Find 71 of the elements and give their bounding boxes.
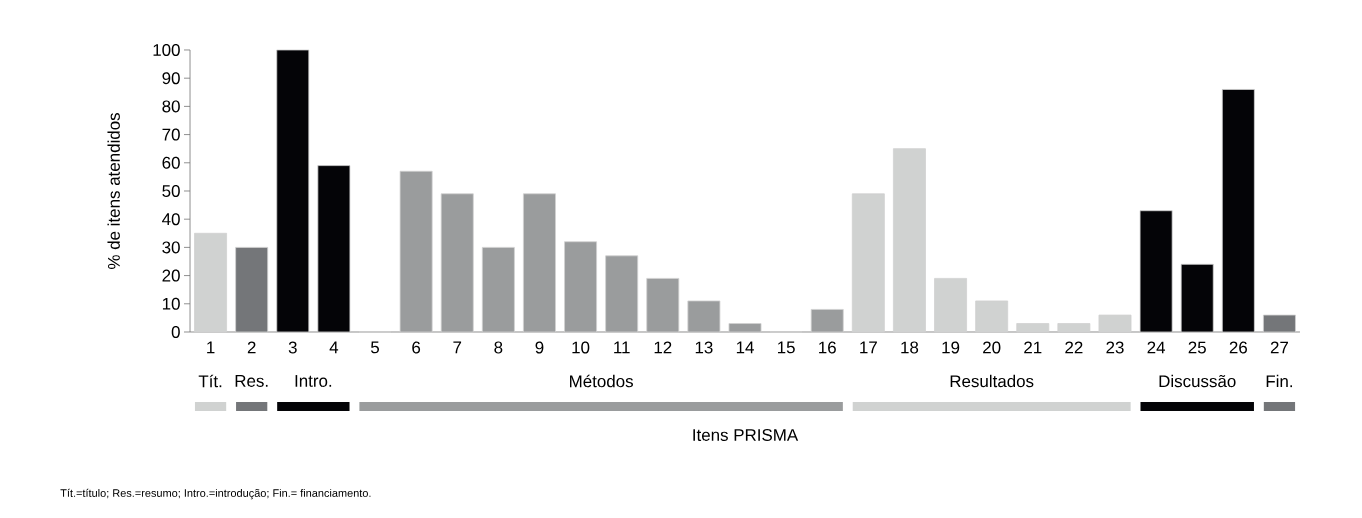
x-tick-label: 11 [614, 341, 630, 354]
x-tick-label: 17 [860, 341, 877, 354]
x-tick-label: 10 [572, 341, 590, 354]
x-tick-label: 23 [1106, 341, 1124, 354]
x-tick-label: 19 [942, 341, 960, 354]
bar [1098, 314, 1132, 333]
x-tick-label: 12 [654, 341, 672, 354]
x-tick-label: 16 [819, 341, 836, 354]
y-axis-title: % de itens atendidos [107, 113, 120, 269]
bar [728, 323, 762, 333]
bar [893, 148, 926, 333]
bar [810, 309, 844, 333]
x-axis-title: Itens PRISMA [693, 428, 799, 441]
x-tick-label: 2 [247, 341, 256, 354]
text: Tít. [198, 374, 222, 388]
x-tick-label: 25 [1188, 341, 1206, 354]
bar [564, 241, 597, 333]
text: Tít.=título; Res.=resumo; Intro.=introdução; Fin.= financiamento. [60, 488, 371, 500]
x-tick-label: 14 [736, 341, 754, 354]
x-tick-label: 26 [1229, 341, 1247, 354]
bar [646, 278, 680, 333]
text: Fin. [1266, 374, 1292, 388]
bar [934, 278, 967, 333]
y-tick-label: 10 [162, 297, 180, 310]
x-tick-label: 6 [412, 341, 421, 354]
y-tick-label: 0 [171, 325, 180, 338]
x-tick-label: 24 [1147, 341, 1166, 354]
bar [440, 193, 474, 333]
text: Resultados [950, 374, 1034, 388]
y-tick-label: 60 [162, 156, 180, 169]
x-tick-label: 3 [288, 341, 297, 354]
bar [605, 255, 639, 333]
x-tick-label: 27 [1270, 341, 1288, 354]
x-tick-label: 8 [494, 341, 503, 354]
x-tick-label: 22 [1065, 341, 1083, 354]
x-tick-label: 20 [983, 341, 1001, 354]
bar [1057, 323, 1091, 333]
y-tick-label: 20 [162, 269, 180, 282]
x-tick-label: 9 [535, 341, 544, 354]
y-tick-label: 100 [153, 43, 180, 56]
text: Res. [235, 375, 268, 387]
x-tick-label: 21 [1024, 341, 1042, 354]
y-tick-label: 70 [162, 128, 180, 141]
x-tick-label: 7 [453, 341, 462, 354]
bar [1139, 210, 1173, 333]
bar [975, 300, 1009, 333]
text: Discussão [1159, 374, 1236, 388]
x-tick-label: 13 [695, 341, 713, 354]
bar [317, 165, 351, 333]
bar [687, 300, 721, 333]
x-tick-label: 4 [329, 341, 339, 354]
bar [481, 246, 515, 333]
x-tick-label: 15 [777, 341, 795, 354]
bar [1016, 323, 1050, 333]
text: Intro. [295, 375, 332, 387]
bar [1221, 89, 1255, 333]
x-tick-label: 5 [370, 341, 380, 354]
y-tick-label: 30 [162, 241, 180, 254]
x-tick-label: 1 [207, 341, 215, 354]
y-tick-label: 90 [162, 72, 180, 85]
y-tick-label: 40 [162, 213, 180, 226]
y-tick-label: 50 [162, 184, 180, 197]
bar [1180, 263, 1214, 333]
x-tick-label: 18 [901, 341, 919, 354]
bar [523, 193, 556, 333]
bar [399, 170, 433, 333]
y-tick-label: 80 [162, 100, 180, 113]
bar [851, 193, 885, 333]
bar [276, 49, 310, 333]
bar [194, 232, 227, 333]
text: Métodos [570, 374, 633, 388]
